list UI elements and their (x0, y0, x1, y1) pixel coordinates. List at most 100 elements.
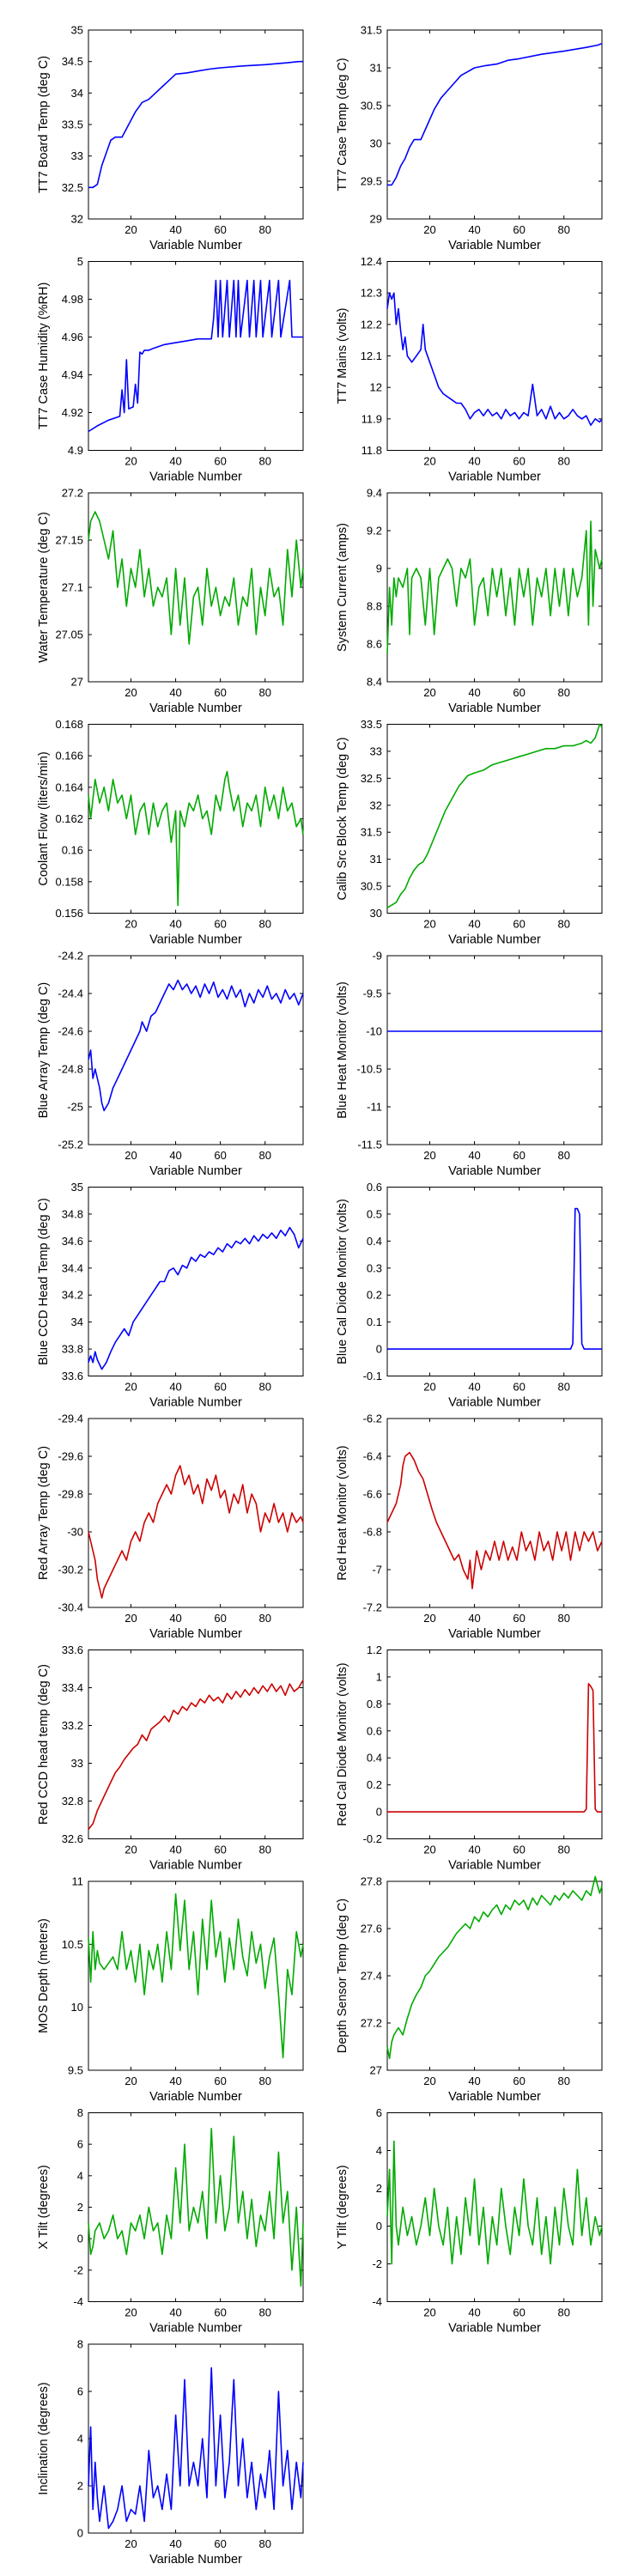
x-axis-label: Variable Number (448, 471, 541, 484)
y-tick-label: 9.2 (367, 525, 382, 538)
y-tick-label: 11 (72, 1875, 84, 1888)
plot-frame (386, 29, 603, 220)
chart-blue-ccd-head-temp: 33.6 33.8 34 34.2 34.4 34.6 34.8 35 20 40 60 80 Vari… (37, 1181, 304, 1410)
chart-tt7-case-humidity: 4.9 4.92 4.94 4.96 4.98 5 20 40 60 80 Variable Num… (37, 255, 304, 484)
x-tick-label: 80 (557, 918, 569, 931)
y-tick-label: 31 (370, 853, 382, 866)
x-axis-label: Variable Number (149, 1627, 242, 1641)
x-tick-label: 20 (125, 1844, 137, 1856)
y-axis-label: TT7 Board Temp (deg C) (37, 56, 51, 193)
y-tick-label: -11.5 (357, 1139, 382, 1151)
y-tick-label: 34.5 (62, 55, 83, 68)
y-tick-label: 12.2 (361, 318, 382, 331)
x-tick-label: 60 (214, 686, 226, 699)
x-tick-label: 40 (468, 2306, 480, 2319)
y-tick-label: 0.16 (62, 844, 83, 857)
x-tick-label: 40 (169, 918, 181, 931)
y-tick-label: 33.8 (62, 1343, 83, 1356)
x-tick-label: 40 (169, 1612, 181, 1625)
series-line (88, 2366, 304, 2530)
x-axis-label: Variable Number (448, 933, 541, 947)
y-tick-label: -7.2 (363, 1601, 382, 1614)
y-tick-label: 11.9 (361, 412, 382, 425)
y-tick-label: 6 (77, 2138, 83, 2151)
x-axis-label: Variable Number (448, 702, 541, 715)
x-tick-label: 20 (125, 223, 137, 236)
y-axis-label: TT7 Case Humidity (%RH) (37, 283, 51, 430)
x-tick-label: 60 (513, 2306, 525, 2319)
x-tick-label: 40 (169, 455, 181, 468)
y-tick-label: 9.5 (68, 2064, 83, 2077)
plot-frame (386, 492, 603, 683)
y-tick-label: 0.6 (367, 1181, 382, 1194)
plot-frame (386, 2112, 603, 2302)
y-tick-label: 34.8 (62, 1207, 83, 1220)
x-tick-label: 80 (258, 686, 270, 699)
x-tick-label: 20 (125, 1149, 137, 1162)
y-tick-label: 2 (77, 2480, 83, 2493)
chart-tt7-case-temp: 29 29.5 30 30.5 31 31.5 20 40 60 80 Variable Numbe… (336, 24, 603, 252)
x-axis-label: Variable Number (149, 1859, 242, 1873)
y-tick-label: 34.4 (62, 1261, 83, 1274)
x-tick-label: 40 (468, 2075, 480, 2087)
y-tick-label: 35 (71, 1181, 83, 1194)
series-line (88, 60, 303, 189)
x-tick-label: 60 (214, 223, 226, 236)
plot-frame (88, 1649, 304, 1839)
plot-frame (386, 261, 603, 451)
chart-coolant-flow: 0.156 0.158 0.16 0.162 0.164 0.166 0.168 20 40 60… (37, 718, 304, 947)
x-tick-label: 40 (468, 1149, 480, 1162)
y-tick-label: 32.6 (62, 1832, 83, 1845)
y-tick-label: 27.15 (55, 534, 83, 547)
x-tick-label: 80 (258, 918, 270, 931)
y-tick-label: 0.158 (55, 875, 83, 888)
y-tick-label: -4 (372, 2295, 382, 2308)
plot-frame (88, 1418, 304, 1608)
x-tick-label: 60 (513, 1612, 525, 1625)
x-tick-label: 80 (557, 2075, 569, 2087)
x-tick-label: 20 (423, 2075, 435, 2087)
y-tick-label: 34.2 (62, 1289, 83, 1302)
plot-frame (386, 1880, 603, 2071)
y-tick-label: 0.1 (367, 1315, 382, 1328)
y-tick-label: 4.98 (62, 293, 83, 306)
x-tick-label: 80 (557, 1844, 569, 1856)
x-tick-label: 20 (125, 918, 137, 931)
y-tick-label: 34.6 (62, 1235, 83, 1248)
chart-red-cal-diode-monitor: -0.2 0 0.2 0.4 0.6 0.8 1 1.2 20 40 60 80 Variable Nu… (336, 1643, 603, 1873)
y-tick-label: 31.5 (361, 24, 382, 37)
y-tick-label: 11.8 (361, 444, 382, 457)
x-tick-label: 40 (169, 686, 181, 699)
x-tick-label: 20 (125, 1612, 137, 1625)
y-tick-label: 33 (71, 1757, 83, 1770)
y-tick-label: 0 (376, 1806, 382, 1819)
y-tick-label: 29 (370, 213, 382, 226)
y-tick-label: 35 (71, 24, 83, 37)
x-tick-label: 80 (557, 1149, 569, 1162)
plot-frame (386, 1649, 603, 1839)
series-line (88, 1680, 304, 1830)
y-tick-label: 4 (77, 2169, 83, 2182)
y-tick-label: 4.92 (62, 406, 83, 419)
x-axis-label: Variable Number (149, 2322, 242, 2336)
x-tick-label: 80 (258, 2306, 270, 2319)
x-tick-label: 40 (169, 1381, 181, 1394)
y-tick-label: 31.5 (361, 826, 382, 839)
x-tick-label: 60 (214, 2537, 226, 2550)
y-tick-label: 0.4 (367, 1752, 382, 1765)
y-tick-label: 34 (71, 1315, 83, 1328)
y-tick-label: 0 (376, 1343, 382, 1356)
y-tick-label: 0.2 (367, 1778, 382, 1791)
y-axis-label: Blue Cal Diode Monitor (volts) (336, 1199, 349, 1364)
x-axis-label: Variable Number (448, 1396, 541, 1410)
y-tick-label: 6 (77, 2385, 83, 2398)
y-axis-label: Red Heat Monitor (volts) (336, 1445, 349, 1580)
chart-blue-array-temp: -25.2 -25 -24.8 -24.6 -24.4 -24.2 20 40 60 80 Vari… (37, 950, 304, 1178)
y-tick-label: 33.5 (62, 118, 83, 131)
y-tick-label: 8.8 (367, 600, 382, 613)
y-tick-label: -4 (73, 2295, 83, 2308)
y-tick-label: -29.6 (58, 1450, 83, 1463)
y-tick-label: 0 (77, 2527, 83, 2540)
x-tick-label: 60 (214, 1612, 226, 1625)
